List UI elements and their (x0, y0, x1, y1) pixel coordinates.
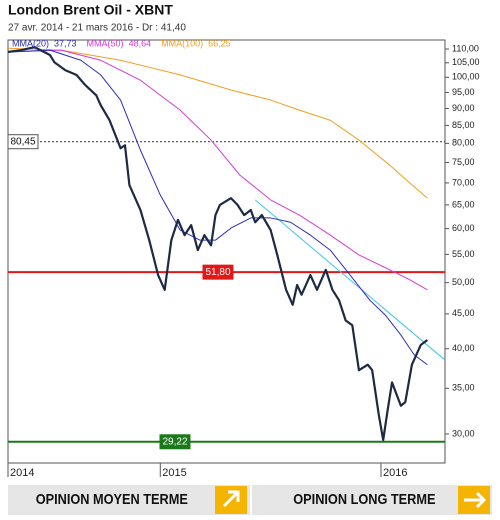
level-badge (202, 264, 234, 280)
y-tick-label: 100,00 (452, 72, 480, 82)
y-tick-label: 35,00 (452, 383, 475, 393)
legend-name: MMA(100) (161, 38, 203, 48)
footer-label[interactable]: OPINION MOYEN TERME (36, 490, 188, 507)
chart-title: London Brent Oil - XBNT (8, 2, 173, 18)
level-badge (159, 434, 191, 450)
y-tick-label: 40,00 (452, 343, 475, 353)
series-line (7, 49, 428, 291)
y-tick-label: 50,00 (452, 277, 475, 287)
y-tick-label: 30,00 (452, 428, 475, 438)
footer-panel (252, 485, 492, 515)
plot-frame (7, 39, 446, 464)
y-tick-label: 55,00 (452, 249, 475, 259)
y-tick-label: 65,00 (452, 199, 475, 209)
x-tick-label: 2016 (383, 467, 407, 479)
level-label: 80,45 (10, 136, 35, 147)
x-tick-label: 2015 (162, 467, 186, 479)
level-label: 51,80 (205, 267, 230, 278)
footer-panel (8, 485, 250, 515)
y-tick-label: 70,00 (452, 177, 475, 187)
legend-name: MMA(50) (87, 38, 124, 48)
arrow-icon (464, 491, 487, 509)
legend-value: 37,73 (54, 38, 77, 48)
y-tick-label: 80,00 (452, 138, 475, 148)
y-tick-label: 60,00 (452, 223, 475, 233)
legend-name: MMA(20) (12, 38, 49, 48)
level-label: 29,22 (162, 436, 187, 447)
y-tick-label: 90,00 (452, 103, 475, 113)
chart-subtitle: 27 avr. 2014 - 21 mars 2016 - Dr : 41,40 (8, 23, 186, 34)
series-line (7, 47, 428, 199)
level-badge (7, 134, 39, 150)
arrow-icon (222, 490, 240, 508)
y-tick-label: 95,00 (452, 87, 475, 97)
y-tick-label: 110,00 (452, 43, 479, 53)
series-line (7, 49, 428, 366)
series-line (254, 199, 446, 361)
footer-label[interactable]: OPINION LONG TERME (293, 490, 435, 507)
series-line (7, 46, 429, 442)
legend-value: 48,64 (129, 38, 152, 48)
y-tick-label: 45,00 (452, 308, 475, 318)
x-tick-label: 2014 (10, 467, 34, 479)
legend-value: 66,25 (208, 38, 231, 48)
y-tick-label: 75,00 (452, 157, 475, 167)
y-tick-label: 105,00 (452, 57, 480, 67)
y-tick-label: 85,00 (452, 120, 475, 130)
